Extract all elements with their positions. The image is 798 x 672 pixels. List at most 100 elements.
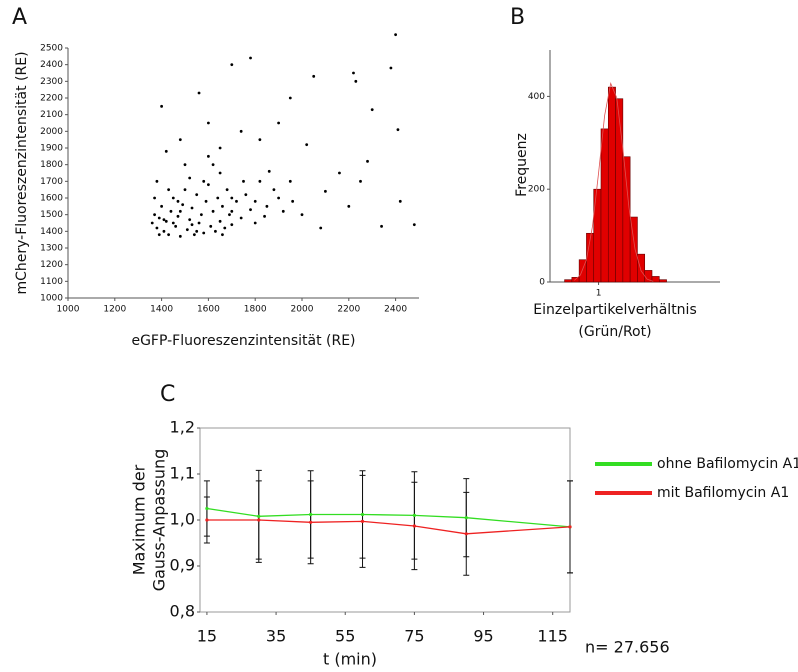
point bbox=[164, 219, 168, 223]
y-tick-label: 2500 bbox=[40, 44, 63, 54]
point bbox=[291, 199, 295, 203]
y-tick-label: 1100 bbox=[40, 277, 63, 287]
point bbox=[195, 229, 199, 233]
point bbox=[380, 224, 383, 228]
y-tick-label: 1,0 bbox=[170, 510, 195, 529]
point bbox=[185, 228, 189, 232]
point bbox=[309, 520, 313, 524]
y-tick-label: 1900 bbox=[40, 144, 63, 154]
x-tick-label: 1800 bbox=[244, 305, 267, 315]
point bbox=[214, 229, 217, 233]
bar bbox=[600, 128, 609, 283]
x-tick-label: 1400 bbox=[150, 305, 173, 315]
point bbox=[167, 188, 171, 192]
y-axis-label: Frequenz bbox=[514, 133, 530, 197]
point bbox=[281, 209, 285, 213]
point bbox=[169, 209, 173, 213]
point bbox=[389, 66, 393, 70]
y-tick-label: 1,2 bbox=[170, 418, 195, 437]
point bbox=[178, 234, 182, 238]
point bbox=[309, 512, 313, 517]
bar bbox=[622, 156, 631, 283]
point bbox=[190, 223, 194, 227]
point bbox=[223, 226, 227, 230]
y-tick-label: 2200 bbox=[40, 94, 63, 104]
point bbox=[171, 196, 175, 200]
point bbox=[216, 196, 220, 200]
point bbox=[412, 524, 416, 528]
point bbox=[257, 518, 261, 522]
point bbox=[162, 229, 166, 233]
y-tick-label: 1700 bbox=[40, 177, 63, 187]
point bbox=[157, 233, 161, 237]
y-tick-label: 0,9 bbox=[170, 556, 195, 575]
point bbox=[312, 74, 316, 78]
point bbox=[230, 209, 234, 213]
x-tick-label: 2000 bbox=[291, 305, 314, 315]
point bbox=[253, 199, 257, 203]
point bbox=[183, 188, 187, 192]
x-tick-label: 1200 bbox=[103, 305, 126, 315]
point bbox=[277, 121, 280, 125]
x-tick-label: 15 bbox=[197, 627, 217, 646]
bar bbox=[651, 276, 660, 283]
y-tick-label: 1200 bbox=[40, 260, 63, 270]
point bbox=[324, 189, 327, 193]
point bbox=[178, 138, 182, 142]
point bbox=[249, 208, 252, 212]
y-tick-label: 1,1 bbox=[170, 464, 195, 483]
y-tick-label: 0,8 bbox=[170, 602, 195, 621]
point bbox=[338, 171, 341, 175]
x-tick-label: 2400 bbox=[384, 305, 407, 315]
point bbox=[366, 159, 369, 163]
point bbox=[221, 204, 224, 208]
bar bbox=[615, 98, 624, 283]
point bbox=[155, 226, 159, 230]
point bbox=[263, 214, 266, 218]
x-tick-label: 75 bbox=[404, 627, 424, 646]
point bbox=[412, 223, 416, 227]
y-axis-label: Maximum der bbox=[130, 464, 149, 575]
legend-label: ohne Bafilomycin A1 bbox=[657, 456, 798, 472]
point bbox=[267, 169, 271, 173]
y-tick-label: 1400 bbox=[40, 227, 63, 237]
point bbox=[155, 179, 159, 183]
point bbox=[197, 221, 201, 225]
point bbox=[253, 221, 257, 225]
point bbox=[188, 218, 192, 222]
point bbox=[464, 516, 468, 520]
point bbox=[319, 226, 323, 230]
x-tick-label: 35 bbox=[266, 627, 286, 646]
bar bbox=[564, 279, 573, 283]
point bbox=[228, 213, 231, 217]
point bbox=[207, 121, 210, 125]
bar bbox=[629, 216, 638, 283]
point bbox=[167, 233, 171, 237]
x-tick-label: 115 bbox=[537, 627, 568, 646]
point bbox=[174, 224, 178, 228]
point bbox=[221, 233, 224, 237]
y-tick-label: 0 bbox=[539, 278, 545, 288]
point bbox=[230, 196, 234, 200]
point bbox=[192, 233, 196, 237]
point bbox=[202, 231, 206, 235]
point bbox=[354, 79, 358, 83]
panel-label: C bbox=[160, 382, 175, 407]
point bbox=[272, 188, 276, 192]
point bbox=[205, 506, 209, 511]
x-tick-label: 95 bbox=[473, 627, 493, 646]
point bbox=[352, 71, 355, 75]
point bbox=[359, 179, 362, 183]
point bbox=[157, 216, 161, 220]
annotation: n= 27.656 bbox=[585, 638, 670, 657]
point bbox=[258, 138, 262, 142]
bar bbox=[607, 86, 616, 283]
x-axis-label: Einzelpartikelverhältnis bbox=[533, 302, 696, 318]
y-tick-label: 2400 bbox=[40, 60, 63, 70]
y-axis-label: mChery-Fluoreszenzintensität (RE) bbox=[14, 51, 30, 294]
point bbox=[162, 218, 166, 222]
point bbox=[209, 224, 213, 228]
point bbox=[204, 199, 208, 203]
y-axis-label: Gauss-Anpassung bbox=[150, 449, 169, 592]
